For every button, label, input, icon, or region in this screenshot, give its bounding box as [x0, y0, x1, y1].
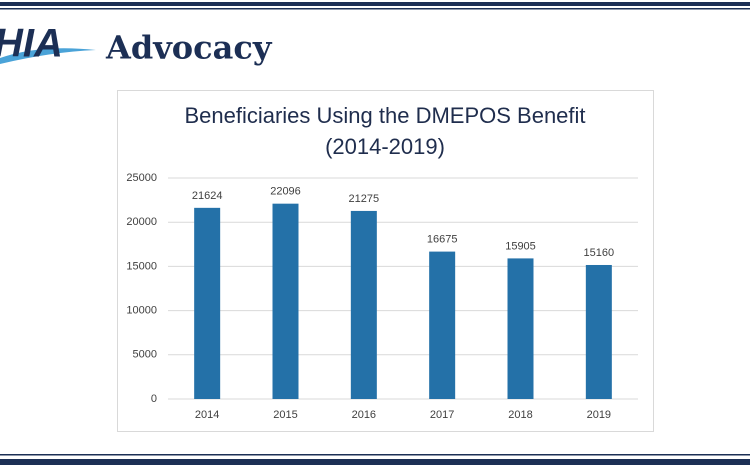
bar [429, 251, 456, 399]
bottom-rule [0, 454, 750, 456]
x-tick-label: 2016 [352, 409, 376, 421]
x-tick-label: 2014 [195, 409, 219, 421]
value-label: 15905 [505, 240, 536, 252]
x-tick-label: 2017 [430, 409, 454, 421]
chart-subtitle: (2014-2019) [325, 134, 445, 159]
y-tick-label: 25000 [126, 172, 157, 184]
y-tick-label: 20000 [126, 216, 157, 228]
value-label: 15160 [584, 247, 615, 259]
y-tick-label: 0 [151, 393, 157, 405]
chart-title: Beneficiaries Using the DMEPOS Benefit [184, 103, 585, 128]
bottom-band [0, 459, 750, 465]
bar [272, 203, 299, 399]
plot: 0 5000 10000 15000 20000 25000 21624 2014 22096 2… [126, 172, 638, 421]
logo: HIA [0, 22, 63, 66]
top-band [0, 2, 750, 6]
value-label: 21624 [192, 190, 223, 202]
bar [194, 207, 221, 399]
y-tick-label: 15000 [126, 260, 157, 272]
bar [585, 264, 612, 399]
y-tick-label: 10000 [126, 305, 157, 317]
bar [350, 210, 377, 399]
x-tick-label: 2015 [273, 409, 297, 421]
x-tick-label: 2018 [508, 409, 532, 421]
logo-swoosh [0, 48, 96, 64]
top-rule [0, 8, 750, 10]
y-tick-label: 5000 [133, 349, 157, 361]
value-label: 21275 [349, 193, 380, 205]
value-label: 16675 [427, 233, 458, 245]
bar [507, 258, 534, 399]
x-tick-label: 2019 [587, 409, 611, 421]
value-label: 22096 [270, 186, 301, 198]
brand: Advocacy [105, 29, 273, 67]
